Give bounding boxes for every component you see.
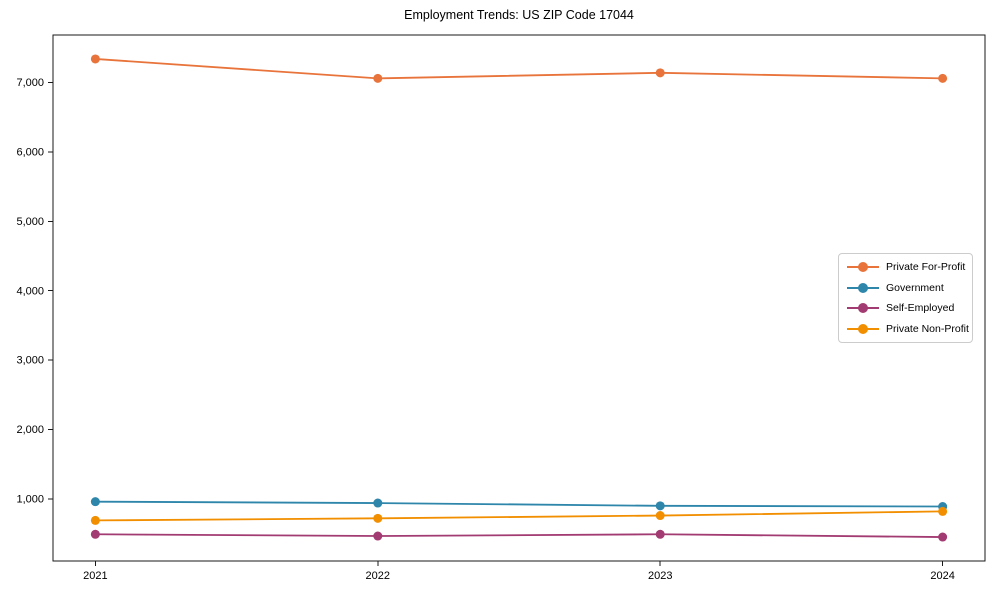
data-point-private-for-profit	[655, 68, 665, 78]
plot-frame	[52, 34, 986, 562]
data-point-private-non-profit	[655, 511, 665, 521]
legend-item-government: Government	[839, 278, 972, 299]
legend-label: Private For-Profit	[886, 261, 966, 274]
chart-line-private-non-profit	[95, 510, 943, 522]
data-point-self-employed	[938, 532, 948, 542]
data-point-private-non-profit	[373, 513, 383, 523]
x-tick-label: 2021	[83, 570, 107, 582]
x-tick-label: 2022	[366, 570, 390, 582]
data-point-self-employed	[655, 529, 665, 539]
legend-label: Private Non-Profit	[886, 322, 969, 335]
legend-marker-icon	[847, 282, 879, 293]
data-point-self-employed	[373, 531, 383, 541]
chart-line-self-employed	[95, 533, 943, 538]
data-point-private-for-profit	[938, 73, 948, 83]
legend-marker-icon	[847, 262, 879, 273]
y-tick-label: 1,000	[16, 494, 44, 506]
data-point-private-for-profit	[373, 73, 383, 83]
y-tick-label: 2,000	[16, 424, 44, 436]
data-point-private-non-profit	[90, 515, 100, 525]
legend-marker-icon	[847, 303, 879, 314]
chart-title: Employment Trends: US ZIP Code 17044	[404, 8, 634, 22]
x-tick-label: 2024	[930, 570, 954, 582]
chart-line-government	[95, 500, 943, 508]
chart-line-private-for-profit	[95, 58, 943, 80]
y-tick-label: 7,000	[16, 77, 44, 89]
legend-item-private-non-profit: Private Non-Profit	[839, 319, 972, 340]
legend: Private For-Profit Government Self-Employe…	[838, 253, 973, 343]
data-point-government	[655, 501, 665, 511]
y-tick-label: 6,000	[16, 147, 44, 159]
legend-item-self-employed: Self-Employed	[839, 298, 972, 319]
y-tick-label: 3,000	[16, 355, 44, 367]
legend-label: Government	[886, 281, 944, 294]
data-point-private-for-profit	[90, 54, 100, 64]
legend-marker-icon	[847, 323, 879, 334]
data-point-self-employed	[90, 529, 100, 539]
legend-item-private-for-profit: Private For-Profit	[839, 257, 972, 278]
data-point-government	[90, 497, 100, 507]
data-point-government	[373, 498, 383, 508]
x-tick-label: 2023	[648, 570, 672, 582]
y-tick-label: 4,000	[16, 285, 44, 297]
legend-label: Self-Employed	[886, 302, 955, 315]
y-tick-label: 5,000	[16, 216, 44, 228]
data-point-private-non-profit	[938, 506, 948, 516]
